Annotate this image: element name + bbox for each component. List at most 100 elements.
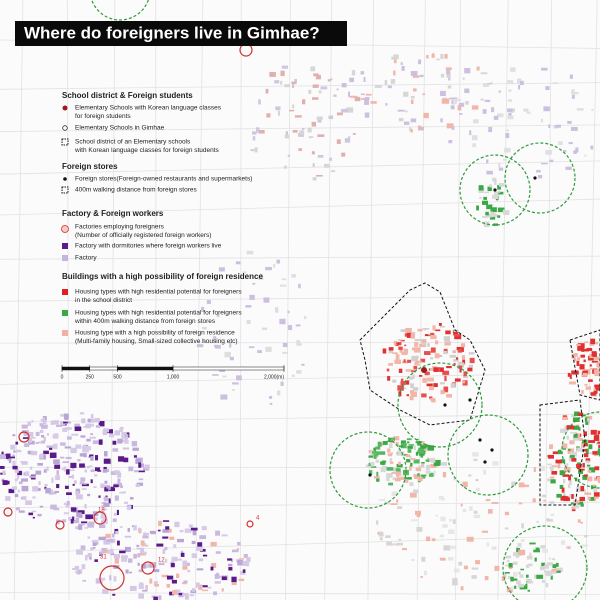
building [421, 475, 426, 479]
building [59, 421, 66, 425]
building [281, 278, 287, 281]
building [523, 108, 529, 112]
building [516, 547, 520, 553]
building [448, 529, 455, 535]
building [397, 342, 402, 346]
building [87, 466, 90, 469]
building [441, 98, 449, 104]
building [169, 591, 174, 596]
building [507, 108, 513, 113]
building [582, 463, 585, 468]
building [215, 530, 221, 536]
building [90, 433, 94, 435]
building [131, 440, 138, 447]
building [412, 374, 415, 379]
building [291, 81, 297, 85]
building [430, 357, 434, 360]
legend-heading: Factory & Foreign workers [62, 209, 164, 218]
building [545, 86, 550, 90]
building [287, 154, 291, 157]
building [533, 549, 540, 553]
building [405, 369, 413, 372]
building [38, 481, 41, 486]
building [497, 191, 504, 195]
building [412, 387, 419, 391]
building [298, 283, 301, 289]
building [453, 362, 456, 366]
building [518, 482, 525, 488]
building [433, 367, 439, 372]
building [216, 313, 220, 317]
building [580, 485, 585, 492]
building [109, 459, 112, 465]
building [434, 329, 441, 332]
road [0, 295, 600, 302]
building [192, 530, 197, 536]
building [481, 530, 489, 533]
building [93, 486, 97, 489]
road [66, 0, 70, 600]
building [461, 355, 466, 360]
legend-icon [62, 125, 68, 131]
building [22, 437, 29, 439]
map-label: 18 [98, 508, 105, 514]
building [35, 442, 39, 444]
building [576, 108, 584, 111]
building [469, 506, 473, 511]
building [261, 327, 268, 330]
building [98, 536, 106, 541]
building [30, 450, 38, 456]
building [520, 80, 524, 86]
building [230, 558, 234, 563]
building [91, 539, 99, 543]
building [417, 449, 425, 454]
building [504, 511, 510, 516]
building [60, 456, 65, 459]
building [32, 486, 39, 492]
building [492, 214, 498, 217]
building [472, 119, 479, 124]
building [80, 435, 86, 438]
building [403, 121, 410, 125]
building [165, 526, 170, 530]
building [222, 375, 227, 378]
building [476, 66, 480, 71]
building [114, 495, 119, 501]
building [149, 530, 156, 534]
building [396, 463, 403, 468]
building [409, 376, 413, 380]
building [590, 392, 596, 396]
building [246, 319, 251, 325]
building [70, 507, 77, 512]
building [439, 557, 446, 561]
building [170, 561, 175, 564]
building [432, 53, 435, 55]
building [171, 556, 178, 562]
building [430, 335, 437, 340]
building [583, 453, 589, 458]
building [287, 310, 290, 314]
building [506, 587, 513, 593]
road [0, 255, 600, 260]
building [82, 449, 89, 453]
building [404, 344, 407, 347]
building [484, 191, 490, 194]
building [560, 428, 566, 434]
legend-text: Housing type with a high possibility of … [75, 330, 235, 337]
map-labels: 31 12 18 4 [98, 508, 260, 564]
building [422, 377, 427, 383]
building [517, 78, 522, 84]
building [312, 177, 317, 181]
building [99, 551, 104, 556]
building [567, 448, 575, 454]
building [273, 264, 276, 268]
building [354, 96, 361, 102]
building [79, 453, 87, 457]
building [414, 339, 422, 342]
building [594, 356, 600, 361]
building [8, 488, 15, 494]
building [462, 380, 466, 384]
building [486, 542, 490, 547]
building [482, 200, 489, 205]
building [593, 369, 600, 374]
